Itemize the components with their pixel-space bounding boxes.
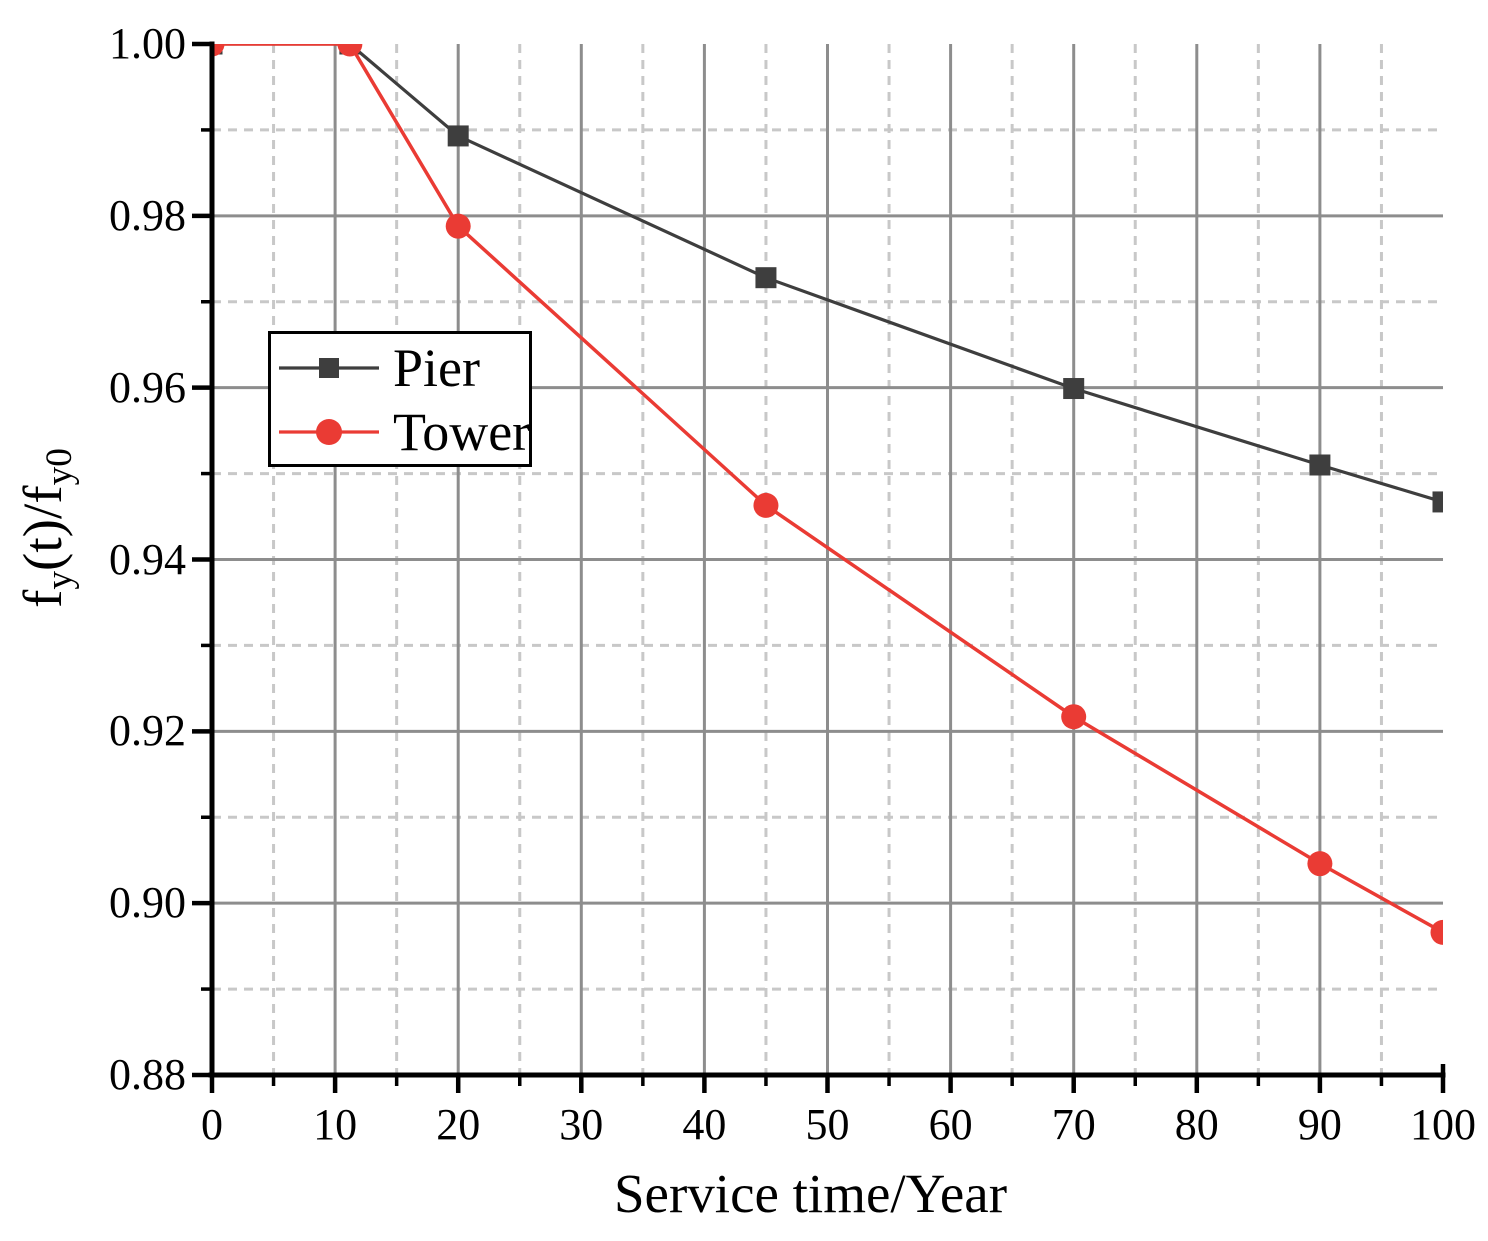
gridlines [212,44,1443,1075]
pier-marker [1063,378,1085,400]
legend: Pier Tower [268,331,532,467]
y-tick-label: 0.92 [109,706,186,756]
x-tick-label: 40 [682,1100,727,1149]
x-tick-label: 20 [436,1100,481,1149]
plot-area [212,44,1443,1075]
pier-marker [447,125,469,147]
y-tick-label: 1.00 [109,19,186,68]
series-pier [212,44,1443,513]
legend-item-pier: Pier [277,336,529,400]
plot-canvas [212,44,1443,1075]
y-tick-label: 0.96 [109,362,186,412]
tower-marker [753,492,779,518]
legend-label-tower: Tower [393,402,531,462]
x-tick-label: 100 [1410,1100,1476,1149]
tower-line-marker-icon [279,419,379,445]
x-tick-label: 30 [559,1100,604,1149]
tower-marker [1430,919,1443,945]
y-tick-label: 0.98 [109,190,186,240]
legend-item-tower: Tower [277,400,531,464]
y-tick-label: 0.94 [109,534,186,584]
x-tick-label: 80 [1174,1100,1219,1149]
tower-marker [212,44,225,57]
series-tower [212,44,1443,945]
x-tick-label: 10 [313,1100,358,1149]
pier-marker [1432,491,1443,513]
pier-line-marker-icon [279,358,379,378]
y-tick-label: 0.88 [109,1050,186,1099]
y-axis-title-text: fy(t)/fy0 [11,448,81,608]
y-axis-title: fy(t)/fy0 [11,448,81,608]
x-tick-label: 90 [1297,1100,1342,1149]
tower-marker [1061,704,1087,730]
legend-label-pier: Pier [393,338,480,398]
x-tick-label: 0 [201,1100,223,1149]
tower-marker [337,44,363,57]
y-tick-label: 0.90 [109,878,186,928]
tower-marker [445,213,471,239]
x-tick-label: 60 [928,1100,973,1149]
x-tick-label: 50 [805,1100,850,1149]
tower-marker [1307,851,1333,877]
pier-marker [1309,454,1331,476]
pier-marker [755,267,777,289]
x-axis-title: Service time/Year [613,1163,1008,1224]
x-tick-label: 70 [1051,1100,1096,1149]
